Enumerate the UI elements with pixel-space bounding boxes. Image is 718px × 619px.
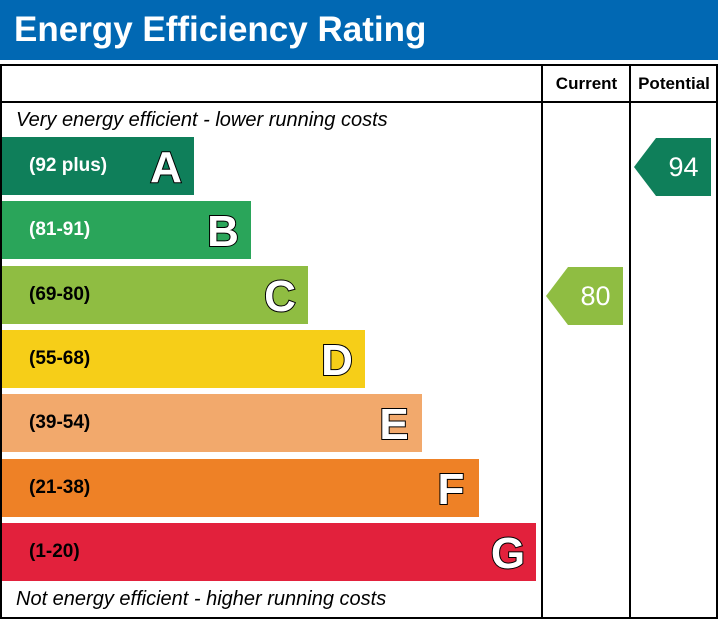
band-letter-label: B bbox=[206, 206, 240, 257]
current-rating-arrow: 80 bbox=[546, 266, 623, 325]
band-letter-label: F bbox=[437, 464, 466, 515]
caption-very-efficient: Very energy efficient - lower running co… bbox=[16, 109, 388, 131]
caption-not-efficient: Not energy efficient - higher running co… bbox=[16, 588, 387, 610]
band-range-label: (92 plus) bbox=[29, 155, 108, 176]
band-c: (69-80) C bbox=[2, 265, 308, 324]
band-g: (1-20) G bbox=[2, 522, 536, 581]
svg-text:B: B bbox=[207, 207, 239, 256]
potential-rating-arrow: 94 bbox=[634, 138, 711, 196]
svg-text:F: F bbox=[438, 465, 465, 514]
band-letter-label: D bbox=[320, 335, 354, 386]
band-a: (92 plus) A bbox=[2, 137, 194, 195]
band-letter-label: A bbox=[149, 142, 183, 193]
band-f: (21-38) F bbox=[2, 458, 479, 517]
svg-text:G: G bbox=[491, 529, 525, 578]
svg-text:C: C bbox=[264, 272, 296, 321]
band-e: (39-54) E bbox=[2, 394, 422, 453]
band-range-label: (21-38) bbox=[29, 476, 91, 498]
table-grid bbox=[0, 64, 718, 619]
rating-table bbox=[0, 64, 718, 619]
band-letter-label: C bbox=[263, 271, 297, 322]
band-range-label: (69-80) bbox=[29, 283, 91, 305]
band-range-label: (1-20) bbox=[29, 540, 80, 562]
svg-text:E: E bbox=[379, 400, 408, 449]
potential-column-header: Potential bbox=[638, 74, 710, 93]
chart-title: Energy Efficiency Rating bbox=[14, 10, 427, 49]
svg-text:D: D bbox=[321, 336, 353, 385]
band-letter-label: E bbox=[378, 399, 409, 450]
header-bar: Energy Efficiency Rating bbox=[0, 0, 718, 60]
potential-rating-arrow-shape bbox=[634, 138, 711, 196]
band-letter-label: G bbox=[490, 528, 526, 579]
current-rating-arrow-shape bbox=[546, 266, 623, 325]
band-range-label: (55-68) bbox=[29, 347, 91, 369]
band-b: (81-91) B bbox=[2, 201, 251, 260]
svg-text:A: A bbox=[150, 143, 182, 192]
current-rating-arrow-value: 80 bbox=[580, 280, 611, 311]
current-column-header: Current bbox=[555, 74, 618, 93]
band-range-label: (39-54) bbox=[29, 412, 91, 434]
table-border bbox=[0, 64, 718, 619]
band-range-label: (81-91) bbox=[29, 219, 91, 241]
band-d: (55-68) D bbox=[2, 329, 365, 388]
potential-rating-arrow-value: 94 bbox=[668, 152, 699, 182]
